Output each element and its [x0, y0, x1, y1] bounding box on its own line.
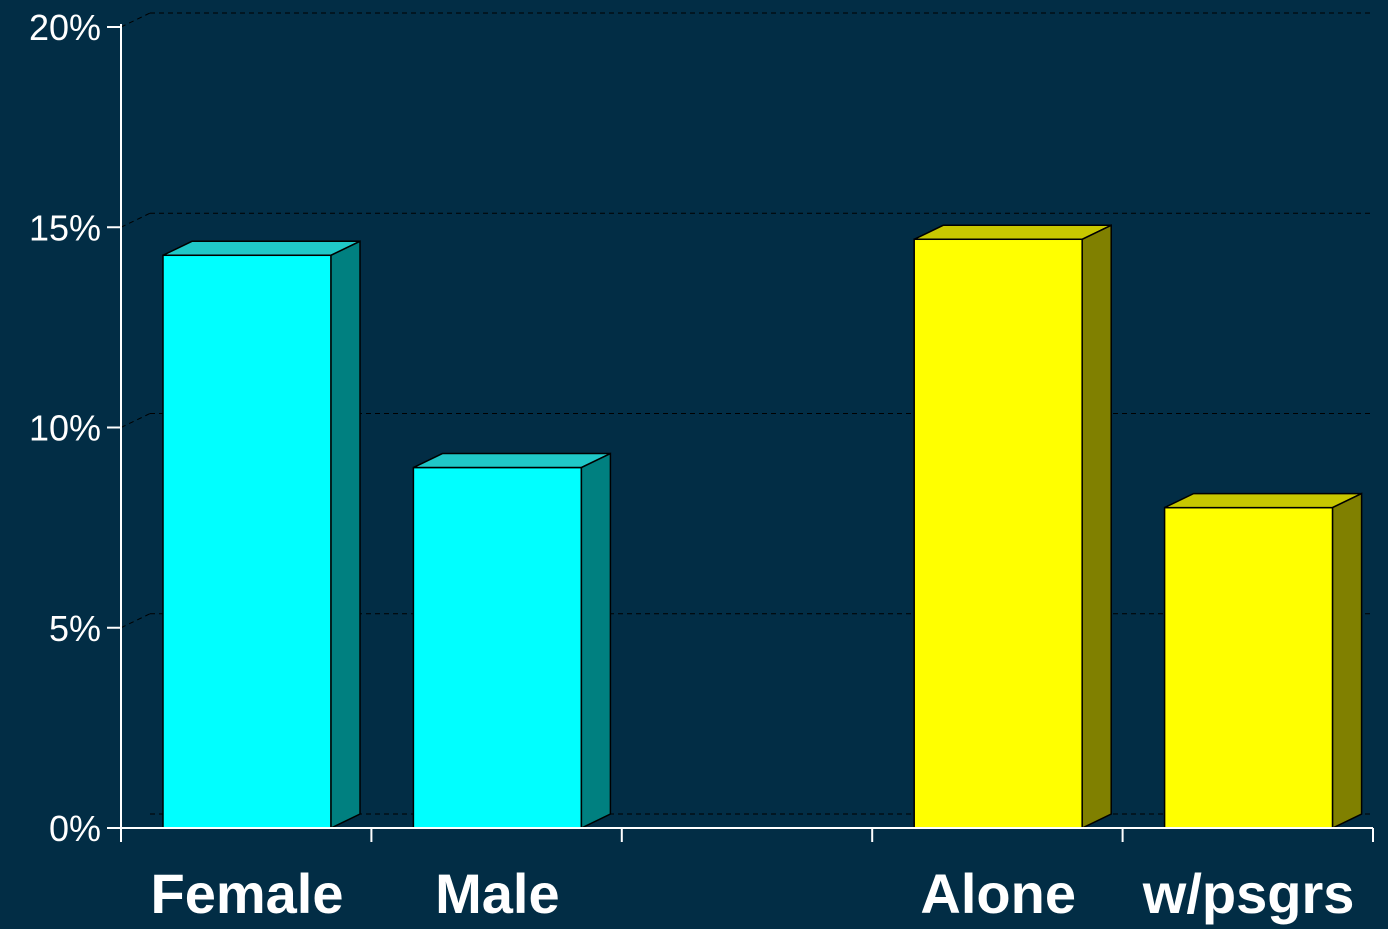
- gridline-diagonal: [120, 12, 151, 28]
- y-tick-label: 15%: [29, 207, 101, 248]
- bars: [162, 224, 1363, 830]
- axes: [107, 24, 1374, 842]
- bar-side: [1081, 224, 1112, 830]
- bar: [162, 240, 361, 830]
- bar-front: [162, 254, 332, 829]
- bar-side: [330, 240, 361, 830]
- bar-side: [1331, 492, 1363, 830]
- bar-top: [913, 224, 1112, 241]
- y-tick-label: 10%: [29, 408, 101, 449]
- bar-front: [913, 238, 1083, 829]
- x-tick-label: w/psgrs: [1142, 862, 1355, 925]
- x-tick-label: Male: [435, 862, 560, 925]
- y-tick-label: 20%: [29, 7, 101, 48]
- bar-top: [162, 240, 361, 257]
- bar-front: [412, 466, 583, 829]
- bar: [913, 224, 1112, 830]
- tick-labels: 0% 5% 10% 15% 20% Female Male Alone w/psgrs: [29, 7, 1354, 925]
- bar-side: [580, 452, 612, 830]
- x-tick-label: Female: [151, 862, 344, 925]
- bar: [412, 452, 612, 830]
- y-tick-label: 0%: [49, 808, 101, 849]
- x-tick-label: Alone: [920, 862, 1076, 925]
- bar-top: [1164, 492, 1362, 509]
- gridline-diagonal: [120, 413, 151, 428]
- y-tick-label: 5%: [49, 608, 101, 649]
- gridline-diagonal: [120, 613, 151, 629]
- bar-front: [1163, 506, 1334, 829]
- bar-top: [413, 452, 611, 469]
- bar: [1163, 492, 1363, 830]
- gridline-diagonal: [120, 212, 151, 228]
